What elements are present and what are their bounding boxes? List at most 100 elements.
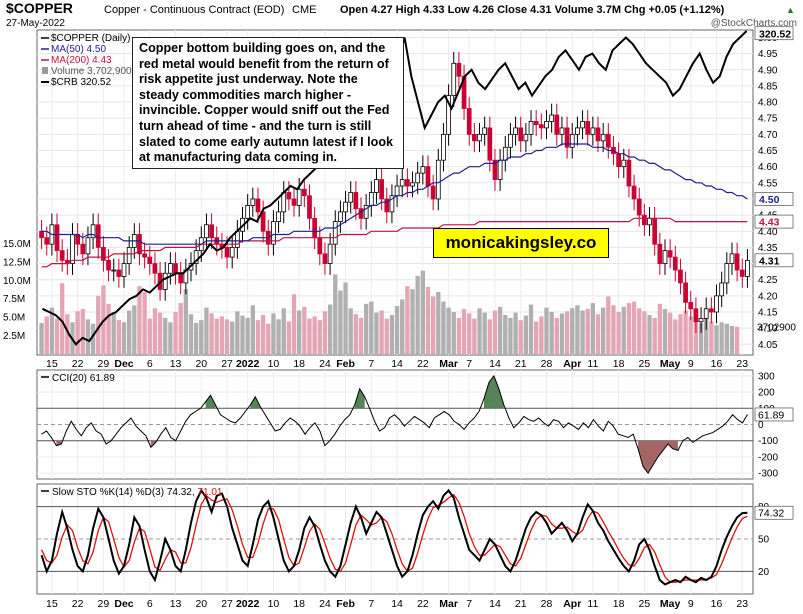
volume-bar [173,311,178,354]
price-candle-body [559,127,565,135]
volume-bar [183,289,189,354]
sto-value-tag-box [754,505,794,520]
price-candle-body [487,127,493,161]
cci-line [41,374,748,474]
volume-bar [142,292,147,354]
price-candle-body [312,217,317,239]
price-candle-body [709,308,714,313]
x-tick-label: May [660,598,681,610]
price-tick-label: 4.60 [758,162,778,173]
cci-tick-label: -200 [758,452,778,463]
volume-bar [497,306,503,354]
price-candle-body [724,263,730,284]
price-tick-label: 4.10 [758,324,778,335]
price-candle-body [296,188,302,206]
price-candle-body [224,247,230,258]
volume-bar [477,308,482,354]
volume-bar [642,311,647,354]
price-candle-body [719,282,725,297]
price-candle-body [420,166,426,174]
price-candle-body [734,253,740,271]
volume-bar [338,290,343,354]
price-candle-body [580,121,585,129]
price-candle-body [90,224,96,239]
x-tick-label: 21 [515,598,527,610]
volume-bar [559,313,565,354]
volume-bar [343,282,348,354]
volume-bar [106,303,111,354]
price-candle-body [255,198,261,213]
price-candle-body [348,192,354,203]
price-candle-body [332,221,338,245]
volume-bar [60,283,65,354]
price-candle-body [466,108,472,135]
price-candle-body [678,269,683,284]
volume-bar [163,317,168,354]
price-candles [39,51,750,334]
price-candle-body [621,159,627,168]
volume-bar [281,308,286,354]
price-candle-body [564,127,570,148]
price-candle-body [693,308,699,323]
price-tick-label: 4.25 [758,275,778,286]
volume-bar [724,323,729,354]
x-tick-label: 22 [72,598,84,610]
x-tick-label: 11 [587,358,598,370]
volume-bar [704,317,709,354]
price-candle-body [173,263,178,274]
volume-bar [152,308,158,354]
volume-bar [75,311,80,354]
volume-bar [219,316,225,354]
volume-bar [384,318,389,354]
volume-bar [188,314,194,354]
volume-bar [297,310,302,354]
x-tick-label: 2022 [236,598,260,610]
price-candle-body [245,205,251,219]
volume-bar [564,311,570,354]
price-candle-body [739,269,745,277]
x-tick-label: 21 [515,358,527,370]
volume-bar [214,318,219,354]
volume-bars [39,270,740,354]
price-candle-body [291,198,297,206]
x-tick-label: Feb [336,598,355,610]
volume-bar [719,322,724,354]
volume-bar [65,314,70,354]
volume-bar [508,317,513,354]
price-candle-body [688,301,694,310]
price-candle-body [379,179,384,200]
volume-bar [44,316,49,354]
close-value-tag-box [754,253,794,268]
volume-bar [430,296,436,354]
x-tick-label: Dec [114,358,133,370]
volume-bar [534,321,539,354]
x-tick-label: 7 [466,358,472,370]
x-tick-label: 16 [711,358,723,370]
price-candle-body [70,234,75,264]
price-candle-body [631,185,637,200]
volume-bar [85,319,91,354]
price-candle-body [271,221,276,245]
price-candle-body [147,256,153,264]
price-candle-body [636,198,642,216]
ma200-value-tag-text: 4.43 [759,217,780,229]
volume-bar [467,313,472,354]
x-tick-label: Mar [439,358,458,370]
volume-bar [193,323,199,354]
price-tick-label: 4.40 [758,227,778,238]
price-candle-body [111,269,117,272]
price-candle-body [209,224,214,239]
price-candle-body [544,121,549,129]
price-candle-body [281,192,287,213]
sto-tick-label: 50 [758,535,770,546]
x-tick-label: 13 [170,358,182,370]
cci-title: CCI(20) 61.89 [52,373,115,384]
price-tick-label: 4.90 [758,65,778,76]
volume-bar [286,321,292,354]
volume-bar [729,325,735,354]
volume-bar [240,315,245,354]
volume-bar [317,320,322,354]
price-candle-body [276,211,281,222]
volume-bar [230,321,235,354]
volume-bar [168,322,173,354]
